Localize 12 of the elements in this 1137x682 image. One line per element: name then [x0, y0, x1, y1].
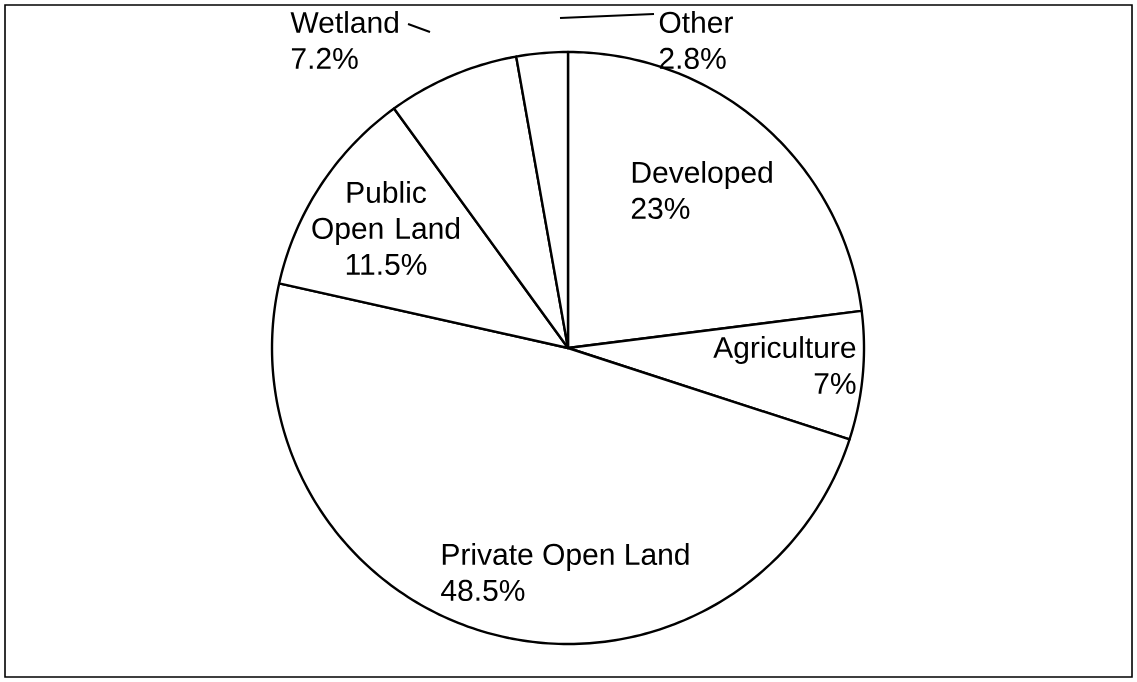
slice-label: Other [659, 10, 733, 33]
slice-label: Public Open Land [312, 180, 460, 245]
data-label: 2.8% [659, 47, 726, 69]
slice-label: Developed [632, 160, 772, 189]
data-label: 23% [631, 197, 690, 219]
data-label: 7.2% [291, 47, 358, 69]
data-label: 11.5% [346, 253, 427, 276]
data-label: 48.5% [441, 579, 525, 602]
data-label: 7% [814, 372, 856, 394]
legend-label: Wetland [290, 11, 398, 34]
slice-label: Agriculture [713, 336, 856, 364]
slice-label: Private Open Land [442, 542, 689, 571]
